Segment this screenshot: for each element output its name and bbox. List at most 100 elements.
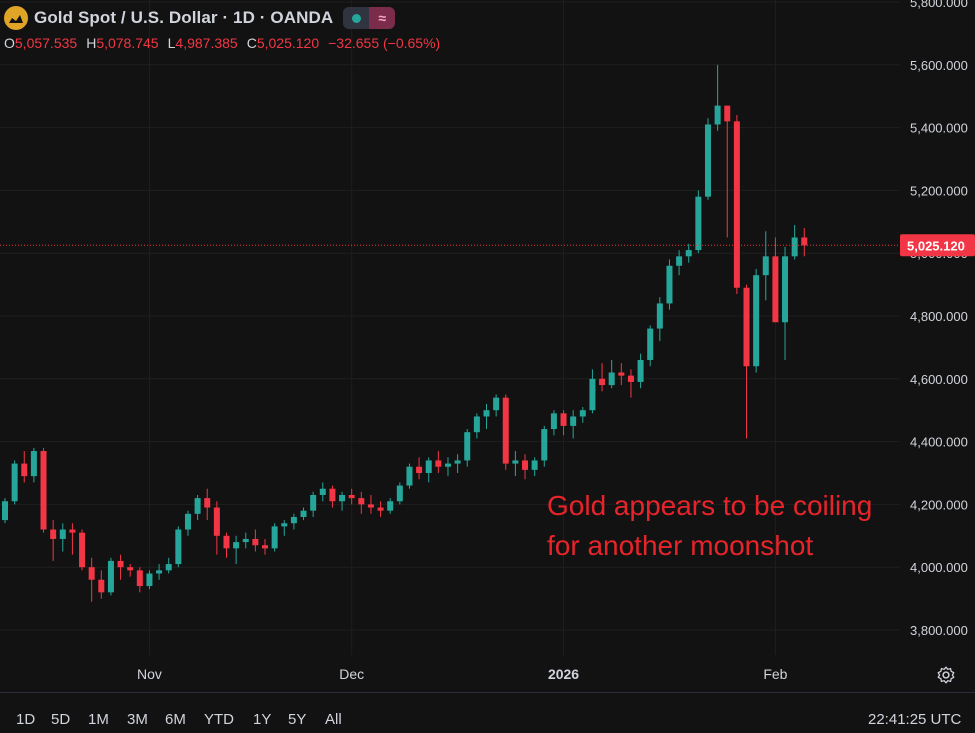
candle-body (367, 504, 374, 508)
close-value: 5,025.120 (256, 35, 320, 51)
symbol-title[interactable]: Gold Spot / U.S. Dollar · 1D · OANDA (34, 8, 334, 27)
candle-body (724, 105, 731, 122)
candle-body (753, 275, 760, 367)
candle-body (59, 529, 66, 539)
settings-gear-icon[interactable] (935, 664, 957, 686)
y-tick-label: 5,600.000 (910, 58, 968, 73)
candle (30, 447, 37, 483)
candle (444, 457, 451, 477)
candle-body (271, 526, 278, 549)
candle (127, 564, 134, 577)
timeframe-1m[interactable]: 1M (88, 711, 109, 728)
y-tick-label: 4,800.000 (910, 309, 968, 324)
candle-body (281, 523, 288, 527)
candle-body (627, 375, 634, 382)
gold-logo-icon (4, 6, 28, 30)
candle (281, 520, 288, 536)
candle (522, 454, 529, 480)
candle (695, 190, 702, 254)
timeframe-3m[interactable]: 3M (127, 711, 148, 728)
candle (213, 501, 220, 555)
candle (165, 557, 172, 574)
candle-body (570, 416, 577, 426)
candle (464, 429, 471, 467)
timeframe-1d[interactable]: 1D (16, 711, 36, 728)
last-price-badge (900, 234, 975, 257)
utc-clock[interactable]: 22:41:25 UTC (868, 711, 962, 728)
candle (618, 363, 625, 386)
candle-body (464, 432, 471, 461)
x-tick-label: Feb (763, 666, 787, 682)
candle-body (21, 463, 28, 477)
candle-body (290, 516, 297, 524)
chart-header: Gold Spot / U.S. Dollar · 1D · OANDA ≈ O… (4, 6, 449, 51)
candle-body (348, 494, 355, 499)
high-key: H (86, 35, 97, 51)
candle-body (685, 250, 692, 257)
candle (685, 243, 692, 263)
timeframe-5d[interactable]: 5D (51, 711, 71, 728)
candle-body (435, 460, 442, 467)
candle (348, 488, 355, 505)
candle-body (107, 560, 114, 593)
candle-body (329, 488, 336, 502)
timeframe-5y[interactable]: 5Y (288, 711, 307, 728)
status-pill[interactable]: ≈ (343, 7, 396, 29)
candle (204, 488, 211, 521)
candle-body (242, 538, 249, 543)
candle-body (40, 451, 47, 530)
candle (647, 325, 654, 367)
candle (753, 268, 760, 373)
candlestick-chart[interactable]: 3,800.000 4,000.000 4,200.000 4,400.000 4,60… (0, 0, 975, 692)
candle (146, 570, 153, 590)
candle (666, 259, 673, 310)
candle-body (493, 397, 500, 411)
candle (791, 224, 798, 260)
x-tick-label: Dec (339, 666, 364, 682)
candle (762, 231, 769, 301)
candle (21, 451, 28, 483)
candle (743, 284, 750, 439)
candle (531, 457, 538, 477)
candle (454, 454, 461, 473)
candle-body (233, 542, 240, 549)
candle (550, 410, 557, 436)
candle (319, 482, 326, 502)
candle (98, 570, 105, 599)
candle (589, 369, 596, 414)
candle-body (647, 328, 654, 360)
candle-body (252, 538, 259, 546)
candle-body (377, 507, 384, 511)
candle (473, 413, 480, 439)
candle (242, 532, 249, 549)
timeframe-ytd[interactable]: YTD (204, 711, 234, 728)
candle (50, 520, 57, 561)
candle-body (454, 460, 461, 464)
candle-body (204, 498, 211, 508)
candle-body (560, 413, 567, 426)
timeframe-6m[interactable]: 6M (165, 711, 186, 728)
candle (493, 394, 500, 417)
candle-body (98, 579, 105, 593)
timeframe-all[interactable]: All (325, 711, 342, 728)
candle (483, 403, 490, 430)
candle-body (599, 378, 606, 386)
candle-body (300, 510, 307, 517)
candle (79, 529, 86, 571)
candle-body (676, 256, 683, 266)
candle-body (522, 460, 529, 470)
candle-body (165, 564, 172, 571)
last-price-label: 5,025.120 (907, 238, 965, 253)
candle (714, 64, 721, 131)
candle (310, 491, 317, 517)
timeframe-1y[interactable]: 1Y (253, 711, 272, 728)
candle-body (175, 529, 182, 565)
x-tick-label: Nov (137, 666, 162, 682)
candle (570, 410, 577, 439)
candle-body (223, 535, 230, 549)
y-tick-label: 5,800.000 (910, 0, 968, 10)
candle (40, 447, 47, 533)
candle-body (194, 498, 201, 514)
candle (435, 451, 442, 473)
candle (358, 491, 365, 514)
